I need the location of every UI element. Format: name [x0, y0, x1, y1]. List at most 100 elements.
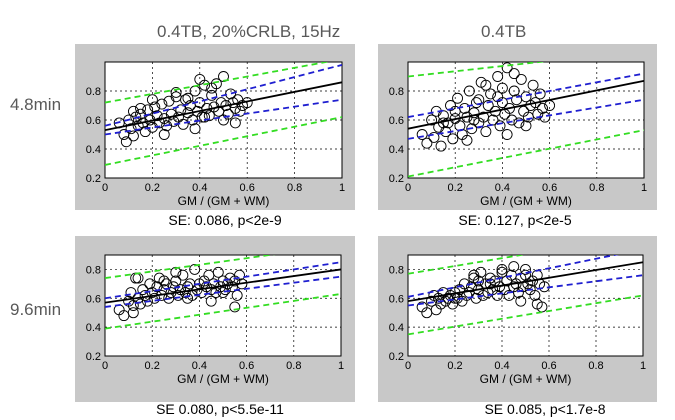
data-point [135, 102, 147, 114]
data-point [501, 62, 513, 74]
y-tick-label: 0.8 [86, 264, 101, 276]
data-point [212, 266, 224, 278]
x-tick-label: 0.2 [145, 360, 160, 372]
caption-bottom-left: SE 0.080, p<5.5e-11 [156, 401, 284, 417]
data-point [487, 114, 499, 126]
data-point [234, 105, 246, 117]
data-point [513, 117, 525, 129]
data-point [127, 307, 139, 319]
data-point [496, 82, 508, 94]
data-point [189, 263, 201, 275]
data-point [529, 289, 541, 301]
plot-content [105, 62, 342, 166]
y-tick-label: 0.6 [389, 115, 404, 127]
scatter-plot-top-left: 0 0.2 0.4 0.6 0.8 10.20.40.60.8GM / (GM + WM) [86, 61, 345, 208]
regression-fit-line [105, 81, 342, 132]
column-title-left: 0.4TB, 20%CRLB, 15Hz [157, 22, 341, 41]
x-tick-label: 0.6 [239, 360, 254, 372]
data-point [151, 110, 163, 122]
data-point [435, 140, 447, 152]
data-point [229, 301, 241, 313]
column-title-right: 0.4TB [481, 22, 527, 41]
data-point [170, 87, 182, 98]
data-point [508, 85, 520, 97]
data-point [470, 97, 482, 109]
y-tick-label: 0.6 [86, 293, 101, 305]
data-point [531, 298, 543, 310]
regression-fit-line [408, 79, 644, 130]
x-tick-label: 0.8 [588, 360, 603, 372]
x-tick-label: 0.8 [589, 182, 604, 194]
data-point [515, 73, 527, 85]
y-tick-label: 0.6 [389, 293, 404, 305]
x-tick-label: 0 [102, 182, 108, 194]
data-point [496, 266, 508, 278]
scatter-plot-bottom-right: 0 0.2 0.4 0.6 0.8 10.20.40.60.8GM / (GM + WM) [389, 254, 646, 386]
data-point [170, 275, 182, 287]
data-point [127, 105, 139, 117]
data-point [485, 88, 497, 100]
data-point [501, 129, 513, 140]
data-point [520, 263, 531, 275]
data-point [219, 284, 231, 296]
data-point [149, 101, 161, 113]
data-point [177, 269, 189, 281]
data-point [134, 298, 146, 310]
data-point [428, 131, 440, 143]
x-tick-label: 1 [338, 360, 344, 372]
data-point [206, 89, 218, 101]
y-tick-label: 0.8 [86, 86, 101, 98]
y-tick-label: 0.4 [389, 322, 404, 334]
data-point [466, 123, 478, 135]
data-point [508, 68, 520, 80]
x-tick-label: 0.6 [542, 182, 557, 194]
x-tick-label: 0 [405, 182, 411, 194]
data-point [199, 111, 210, 123]
data-point [189, 123, 201, 135]
y-tick-label: 0.4 [389, 144, 404, 156]
data-point [144, 278, 156, 290]
y-tick-label: 0.8 [389, 264, 404, 276]
regression-fit-line [408, 261, 643, 303]
data-point [494, 120, 506, 132]
caption-top-right: SE: 0.127, p<2e-5 [458, 212, 572, 228]
regression-fit-line [105, 268, 341, 304]
y-tick-label: 0.2 [86, 173, 101, 185]
data-point [182, 92, 194, 104]
data-point [416, 129, 428, 140]
x-axis-label: GM / (GM + WM) [480, 194, 572, 208]
data-point [206, 82, 218, 94]
data-point [205, 295, 217, 307]
scatter-plot-top-right: 0 0.2 0.4 0.6 0.8 10.20.40.60.8GM / (GM + WM) [389, 61, 647, 208]
x-tick-label: 0.4 [192, 360, 207, 372]
prediction-band-lower [408, 129, 644, 178]
data-point [492, 91, 504, 103]
data-point [125, 287, 137, 298]
data-point [449, 105, 461, 117]
data-point [470, 292, 482, 304]
x-axis-label: GM / (GM + WM) [178, 194, 270, 208]
chart-panel-top-left: 0 0.2 0.4 0.6 0.8 1 0.2 0.4 0.6 0.8 GM / (GM + WM) [75, 44, 355, 210]
x-tick-label: 0.8 [287, 182, 302, 194]
x-tick-label: 0.4 [192, 182, 207, 194]
x-axis-label: GM / (GM + WM) [177, 372, 269, 386]
data-point [520, 269, 531, 281]
scatter-plot-bottom-left: 0 0.2 0.4 0.6 0.8 10.20.40.60.8GM / (GM + WM) [86, 254, 344, 386]
prediction-band-lower [105, 116, 342, 166]
caption-bottom-right: SE 0.085, p<1.7e-8 [484, 401, 606, 417]
caption-top-left: SE: 0.086, p<2e-9 [168, 212, 282, 228]
data-point [480, 126, 492, 138]
y-tick-label: 0.2 [389, 173, 404, 185]
y-tick-label: 0.2 [86, 351, 101, 363]
y-tick-label: 0.2 [389, 351, 404, 363]
data-point [234, 269, 245, 281]
data-point [515, 295, 527, 307]
data-point [461, 134, 473, 146]
plot-content [408, 255, 643, 336]
x-tick-label: 0 [102, 360, 108, 372]
data-point [527, 79, 539, 91]
x-tick-label: 0.6 [240, 182, 255, 194]
x-tick-label: 1 [339, 182, 345, 194]
data-point [447, 133, 459, 145]
data-point [468, 107, 480, 119]
